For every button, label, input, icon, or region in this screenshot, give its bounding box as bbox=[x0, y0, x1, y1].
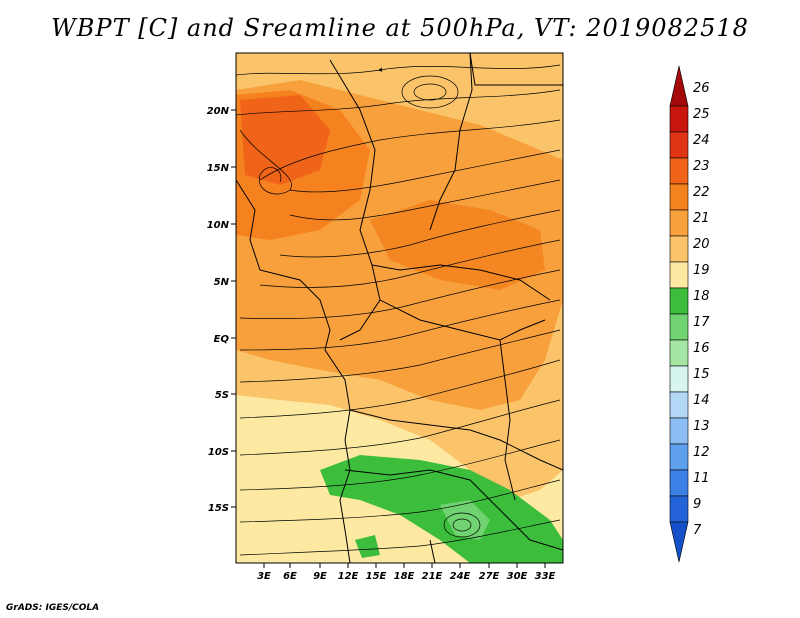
lat-label: 5S bbox=[215, 390, 229, 401]
field-17-18-spot bbox=[355, 535, 380, 558]
colorbar-label: 19 bbox=[693, 263, 710, 278]
latitude-axis bbox=[231, 109, 236, 508]
colorbar-segment bbox=[669, 495, 689, 523]
colorbar-label: 18 bbox=[693, 289, 710, 304]
colorbar-segment bbox=[669, 391, 689, 419]
field-22-23-east bbox=[370, 200, 545, 290]
lon-label: 21E bbox=[422, 571, 443, 582]
lon-label: 33E bbox=[535, 571, 556, 582]
lon-label: 15E bbox=[366, 571, 387, 582]
latitude-labels: 20N 15N 10N 5N EQ 5S 10S 15S bbox=[207, 106, 230, 514]
colorbar-segment bbox=[669, 157, 689, 185]
colorbar-bottom-arrow bbox=[669, 521, 689, 563]
colorbar-segment bbox=[669, 235, 689, 263]
colorbar-label: 11 bbox=[693, 471, 710, 486]
lon-label: 27E bbox=[479, 571, 500, 582]
lon-label: 12E bbox=[338, 571, 359, 582]
field-23-24 bbox=[240, 95, 330, 185]
colorbar-label: 16 bbox=[693, 341, 710, 356]
longitude-axis bbox=[263, 563, 546, 568]
lon-label: 24E bbox=[450, 571, 471, 582]
colorbar-label: 20 bbox=[693, 237, 710, 252]
streamlines bbox=[236, 64, 561, 556]
colorbar-segment bbox=[669, 313, 689, 341]
lat-label: EQ bbox=[214, 334, 230, 345]
colorbar-label: 24 bbox=[693, 133, 710, 148]
colorbar-segment bbox=[669, 105, 689, 133]
colorbar-label: 21 bbox=[693, 211, 710, 226]
lat-label: 20N bbox=[207, 106, 230, 117]
credit-text: GrADS: IGES/COLA bbox=[6, 603, 100, 613]
colorbar-label: 12 bbox=[693, 445, 710, 460]
colorbar-label: 7 bbox=[693, 523, 702, 538]
lon-label: 3E bbox=[257, 571, 271, 582]
colorbar bbox=[669, 65, 689, 563]
lon-label: 9E bbox=[313, 571, 327, 582]
colorbar-segment bbox=[669, 339, 689, 367]
lon-label: 6E bbox=[283, 571, 297, 582]
colorbar-label: 13 bbox=[693, 419, 710, 434]
lat-label: 15S bbox=[208, 503, 229, 514]
lat-label: 10N bbox=[207, 220, 230, 231]
colorbar-segment bbox=[669, 443, 689, 471]
colorbar-segment bbox=[669, 417, 689, 445]
colorbar-labels: 26 25 24 23 22 21 20 19 18 17 16 15 14 1… bbox=[693, 81, 710, 538]
field-16-17 bbox=[440, 500, 490, 540]
colorbar-segment bbox=[669, 261, 689, 289]
colorbar-label: 25 bbox=[693, 107, 710, 122]
colorbar-segment bbox=[669, 469, 689, 497]
lat-label: 10S bbox=[208, 447, 229, 458]
colorbar-segment bbox=[669, 287, 689, 315]
field-17-18 bbox=[320, 455, 563, 563]
colorbar-segment bbox=[669, 131, 689, 159]
lat-label: 5N bbox=[214, 277, 230, 288]
colorbar-label: 26 bbox=[693, 81, 710, 96]
longitude-labels: 3E 6E 9E 12E 15E 18E 21E 24E 27E 30E 33E bbox=[257, 571, 555, 582]
colorbar-label: 9 bbox=[693, 497, 701, 512]
colorbar-segment bbox=[669, 365, 689, 393]
colorbar-label: 15 bbox=[693, 367, 710, 382]
chart-title: WBPT [C] and Sreamline at 500hPa, VT: 20… bbox=[51, 14, 749, 42]
colorbar-segment bbox=[669, 209, 689, 237]
lon-label: 18E bbox=[394, 571, 415, 582]
colorbar-top-arrow bbox=[669, 65, 689, 107]
colorbar-label: 22 bbox=[693, 185, 710, 200]
map-frame bbox=[235, 52, 564, 564]
map-panel bbox=[236, 53, 563, 563]
lat-label: 15N bbox=[207, 163, 230, 174]
colorbar-label: 23 bbox=[693, 159, 710, 174]
colorbar-segment bbox=[669, 183, 689, 211]
country-borders bbox=[236, 53, 563, 563]
colorbar-label: 17 bbox=[693, 315, 710, 330]
colorbar-label: 14 bbox=[693, 393, 710, 408]
lon-label: 30E bbox=[507, 571, 528, 582]
